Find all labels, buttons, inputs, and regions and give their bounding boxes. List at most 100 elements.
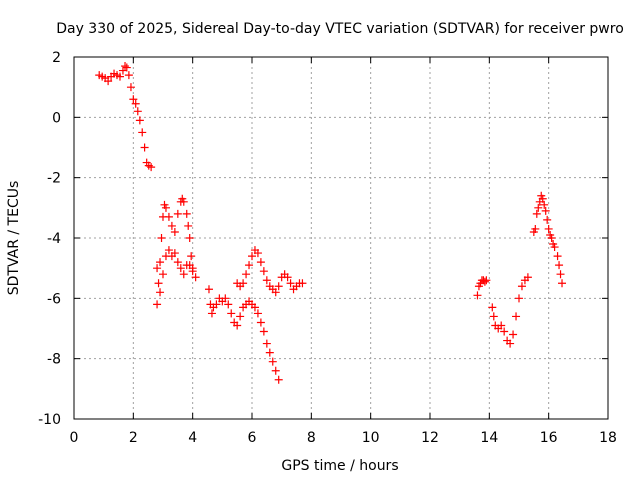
- data-point: [115, 72, 124, 81]
- data-point: [509, 330, 518, 339]
- data-point: [286, 279, 295, 288]
- data-point: [248, 252, 256, 261]
- series-segment-4: [204, 285, 283, 384]
- data-point: [242, 270, 251, 279]
- y-tick-label: -6: [47, 291, 61, 307]
- series-segment-2: [153, 194, 197, 309]
- data-point: [274, 375, 283, 384]
- data-point: [268, 357, 277, 366]
- data-point: [176, 264, 185, 273]
- data-point: [540, 200, 549, 209]
- data-point: [500, 327, 509, 336]
- data-point: [170, 249, 179, 258]
- x-tick-label: 2: [129, 430, 138, 446]
- data-point: [506, 339, 515, 348]
- y-tick-label: -8: [47, 352, 61, 368]
- data-point: [135, 116, 144, 125]
- data-point: [179, 270, 188, 279]
- x-axis-label: GPS time / hours: [281, 458, 398, 474]
- data-point: [104, 77, 113, 86]
- data-point: [259, 327, 268, 336]
- data-point: [207, 309, 216, 318]
- data-point: [173, 209, 182, 218]
- data-point: [131, 99, 140, 108]
- data-point: [550, 243, 559, 252]
- data-point: [473, 291, 482, 300]
- y-tick-label: 2: [52, 50, 61, 66]
- data-point: [157, 234, 166, 242]
- data-point: [480, 277, 489, 286]
- data-point: [253, 309, 262, 318]
- data-point: [556, 270, 565, 279]
- series-segment-8: [529, 191, 567, 288]
- y-axis-label: SDTVAR / TECUs: [6, 181, 22, 296]
- data-point: [538, 194, 547, 203]
- series-segment-1: [95, 62, 156, 172]
- data-point: [262, 339, 271, 348]
- data-point: [147, 163, 156, 172]
- data-point: [164, 212, 173, 221]
- data-point: [488, 303, 497, 312]
- data-point: [156, 288, 165, 297]
- series-segment-6: [473, 276, 491, 300]
- data-point: [233, 321, 242, 330]
- x-tick-label: 4: [188, 430, 197, 446]
- data-point: [497, 321, 506, 330]
- data-point: [531, 224, 540, 233]
- data-point: [227, 309, 236, 318]
- data-point: [298, 279, 307, 288]
- data-point: [253, 249, 262, 258]
- data-point: [262, 276, 271, 285]
- data-point: [555, 261, 564, 270]
- data-point: [541, 206, 550, 215]
- data-point: [544, 224, 553, 233]
- data-point: [179, 197, 188, 206]
- data-point: [204, 285, 213, 294]
- data-point: [482, 276, 491, 285]
- data-point: [523, 273, 532, 282]
- data-point: [283, 273, 292, 282]
- y-tick-label: -10: [38, 412, 61, 428]
- data-point: [121, 62, 130, 71]
- y-tick-label: -4: [47, 231, 61, 247]
- data-point: [236, 312, 245, 321]
- y-tick-labels: -10 -8 -6 -4 -2 0 2: [38, 50, 61, 428]
- data-point: [126, 83, 135, 92]
- x-tick-label: 18: [599, 430, 617, 446]
- data-point: [259, 267, 268, 276]
- data-point: [159, 270, 167, 279]
- x-tick-label: 16: [540, 430, 558, 446]
- data-point: [133, 107, 142, 116]
- data-point: [212, 300, 221, 309]
- data-point: [154, 279, 163, 288]
- chart-title: Day 330 of 2025, Sidereal Day-to-day VTE…: [56, 21, 624, 37]
- data-point: [173, 258, 182, 267]
- data-point: [239, 279, 248, 288]
- x-tick-label: 8: [307, 430, 316, 446]
- series-segment-5: [233, 246, 307, 297]
- data-point: [515, 294, 523, 303]
- data-point: [558, 279, 567, 288]
- grid-lines: [74, 57, 608, 419]
- data-point: [221, 294, 230, 303]
- data-point: [124, 71, 133, 80]
- x-tick-label: 6: [248, 430, 257, 446]
- data-point: [182, 209, 191, 218]
- data-point: [164, 246, 173, 255]
- data-point: [122, 63, 131, 72]
- x-tick-label: 14: [480, 430, 498, 446]
- data-point: [543, 215, 552, 224]
- data-point: [161, 203, 170, 212]
- data-point: [188, 264, 197, 273]
- data-point: [517, 282, 526, 291]
- data-point: [532, 209, 541, 218]
- data-point: [224, 300, 233, 309]
- data-point: [185, 234, 194, 242]
- data-point: [489, 312, 498, 321]
- data-point: [153, 264, 162, 273]
- data-point: [271, 366, 280, 375]
- x-tick-label: 0: [70, 430, 79, 446]
- data-point: [547, 234, 556, 242]
